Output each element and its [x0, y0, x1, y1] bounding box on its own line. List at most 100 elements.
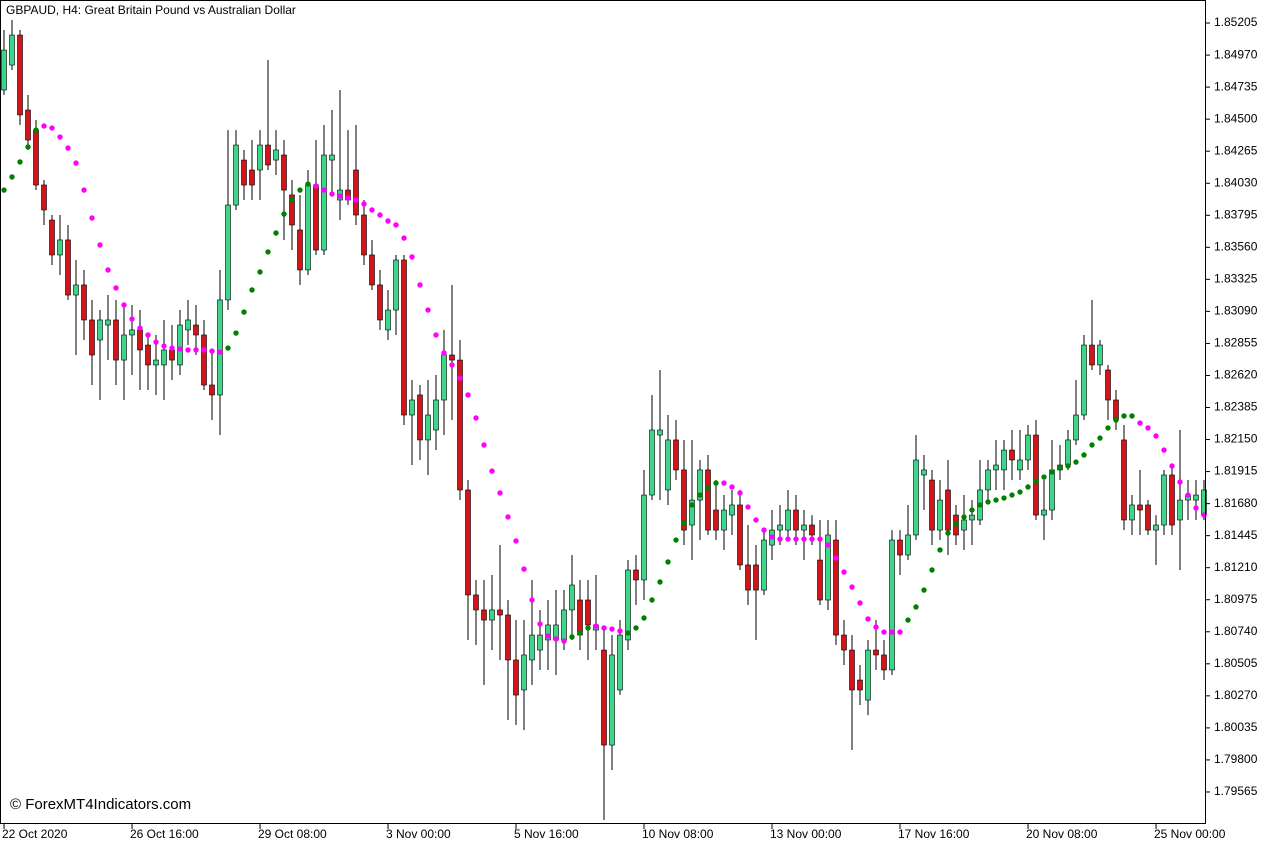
- candle-body: [537, 634, 543, 651]
- sar-dot: [129, 316, 135, 322]
- candle-body: [273, 149, 279, 161]
- sar-dot: [1001, 495, 1007, 501]
- sar-dot: [25, 144, 31, 150]
- candle-body: [129, 329, 135, 336]
- y-tick-label: 1.79800: [1214, 752, 1258, 766]
- y-tick-label: 1.80975: [1214, 592, 1258, 606]
- sar-dot: [865, 616, 871, 622]
- candle-body: [377, 284, 383, 321]
- sar-dot: [73, 160, 79, 166]
- candle-body: [65, 239, 71, 296]
- sar-dot: [625, 630, 631, 636]
- candle-body: [873, 649, 879, 656]
- sar-dot: [833, 555, 839, 561]
- y-tick-label: 1.83795: [1214, 207, 1258, 221]
- candle-body: [713, 509, 719, 531]
- candle-body: [633, 569, 639, 581]
- sar-dot: [529, 597, 535, 603]
- sar-dot: [497, 490, 503, 496]
- sar-dot: [561, 638, 567, 644]
- x-tick-label: 3 Nov 00:00: [386, 827, 451, 841]
- candle-body: [17, 34, 23, 116]
- sar-dot: [1041, 474, 1047, 480]
- sar-dot: [1169, 463, 1175, 469]
- candle-body: [121, 334, 127, 361]
- sar-dot: [1113, 417, 1119, 423]
- sar-dot: [793, 536, 799, 542]
- sar-dot: [721, 480, 727, 486]
- sar-dot: [105, 267, 111, 273]
- candle-body: [761, 539, 767, 591]
- sar-dot: [881, 629, 887, 635]
- sar-dot: [161, 343, 167, 349]
- sar-dot: [1049, 469, 1055, 475]
- sar-dot: [1, 187, 7, 193]
- plot-area: [1, 20, 1207, 821]
- sar-dot: [1145, 425, 1151, 431]
- candle-body: [697, 469, 703, 501]
- candle-body: [9, 34, 15, 66]
- sar-dot: [1017, 489, 1023, 495]
- sar-dot: [1025, 484, 1031, 490]
- sar-dot: [1033, 478, 1039, 484]
- candle-body: [457, 359, 463, 491]
- sar-dot: [673, 537, 679, 543]
- sar-dot: [689, 502, 695, 508]
- sar-dot: [169, 345, 175, 351]
- sar-dot: [593, 623, 599, 629]
- sar-dot: [1137, 420, 1143, 426]
- watermark: © ForexMT4Indicators.com: [10, 796, 191, 813]
- sar-dot: [441, 350, 447, 356]
- candle-body: [681, 469, 687, 531]
- sar-dot: [537, 621, 543, 627]
- candle-body: [1065, 439, 1071, 466]
- candle-body: [1, 49, 7, 91]
- candle-body: [425, 414, 431, 441]
- sar-dot: [121, 302, 127, 308]
- sar-dot: [713, 480, 719, 486]
- sar-dot: [1161, 447, 1167, 453]
- candle-body: [185, 319, 191, 331]
- sar-dot: [241, 309, 247, 315]
- candle-body: [673, 439, 679, 471]
- candle-body: [617, 634, 623, 691]
- y-tick-label: 1.80270: [1214, 688, 1258, 702]
- sar-dot: [473, 415, 479, 421]
- sar-dot: [377, 212, 383, 218]
- candle-body: [665, 439, 671, 491]
- candle-body: [1017, 459, 1023, 471]
- candle-body: [1177, 499, 1183, 521]
- sar-dot: [657, 579, 663, 585]
- candle-body: [449, 354, 455, 361]
- sar-dot: [57, 134, 63, 140]
- candle-body: [505, 614, 511, 661]
- candle-body: [49, 219, 55, 256]
- x-tick-label: 13 Nov 00:00: [770, 827, 842, 841]
- y-tick-label: 1.82150: [1214, 432, 1258, 446]
- sar-dot: [1193, 505, 1199, 511]
- chart-title: GBPAUD, H4: Great Britain Pound vs Austr…: [6, 3, 296, 17]
- y-tick-label: 1.83090: [1214, 304, 1258, 318]
- candle-body: [641, 494, 647, 581]
- sar-dot: [937, 547, 943, 553]
- sar-dot: [969, 507, 975, 513]
- sar-dot: [433, 332, 439, 338]
- sar-dot: [1129, 413, 1135, 419]
- candle-body: [657, 429, 663, 436]
- sar-dot: [457, 375, 463, 381]
- candle-body: [865, 649, 871, 701]
- candle-body: [265, 144, 271, 166]
- candle-body: [321, 154, 327, 251]
- candle-body: [729, 504, 735, 516]
- sar-dot: [465, 392, 471, 398]
- candle-body: [921, 469, 927, 476]
- candle-body: [809, 524, 815, 536]
- sar-dot: [201, 347, 207, 353]
- candle-body: [305, 184, 311, 271]
- x-tick-label: 17 Nov 16:00: [898, 827, 970, 841]
- candle-body: [153, 359, 159, 366]
- sar-dot: [273, 230, 279, 236]
- candle-body: [609, 654, 615, 746]
- sar-dot: [145, 332, 151, 338]
